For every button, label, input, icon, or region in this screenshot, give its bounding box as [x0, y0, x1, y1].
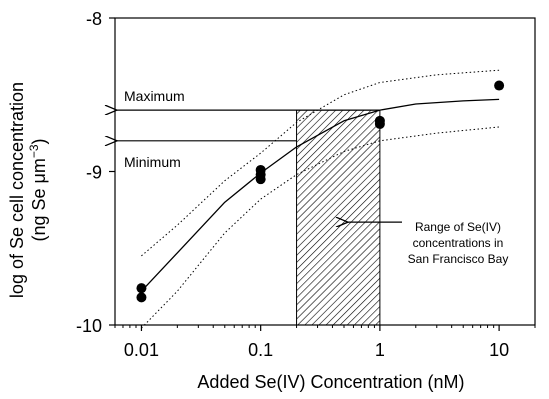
x-tick-label: 1: [375, 340, 385, 360]
upper-bound-line: [141, 69, 500, 257]
data-point: [136, 283, 147, 294]
data-point: [255, 174, 266, 185]
y-axis-title: log of Se cell concentration (ng Se μm−3…: [7, 82, 49, 298]
axis-ticks-layer: 0.01 0.1 1 10 -10 -9 -8: [76, 9, 536, 360]
x-axis-title: Added Se(IV) Concentration (nM): [197, 372, 464, 392]
range-region-layer: [296, 109, 381, 326]
annotation-maximum: Maximum: [124, 88, 185, 104]
y-tick-label: -9: [86, 163, 102, 183]
x-tick-label: 0.1: [248, 340, 273, 360]
range-region-hatched: [296, 109, 381, 326]
annotation-range-line-1: Range of Se(IV): [415, 220, 501, 234]
data-points-layer: [136, 80, 505, 303]
data-point: [136, 292, 147, 303]
y-tick-label: -8: [86, 9, 102, 29]
annotation-minimum: Minimum: [124, 154, 181, 170]
data-point: [374, 118, 385, 129]
y-axis-title-line-1: log of Se cell concentration: [7, 82, 27, 298]
lower-bound-line: [141, 126, 500, 329]
y-axis-unit-prefix: (ng Se μm: [29, 158, 49, 241]
fit-curve: [140, 98, 500, 292]
fit-curve-layer: [140, 98, 500, 292]
annotation-range-line-3: San Francisco Bay: [408, 252, 509, 266]
y-axis-title-line-2: (ng Se μm−3): [27, 138, 49, 241]
data-point: [494, 80, 505, 91]
annotation-range-line-2: concentrations in: [413, 236, 504, 250]
annotation-arrows-layer: [117, 110, 402, 222]
y-tick-label: -10: [76, 316, 102, 336]
confidence-bounds-layer: [141, 69, 500, 329]
y-axis-unit-suffix: ): [29, 138, 49, 144]
y-axis-unit-exponent: −3: [27, 144, 41, 158]
x-tick-label: 0.01: [124, 340, 159, 360]
x-tick-label: 10: [489, 340, 509, 360]
